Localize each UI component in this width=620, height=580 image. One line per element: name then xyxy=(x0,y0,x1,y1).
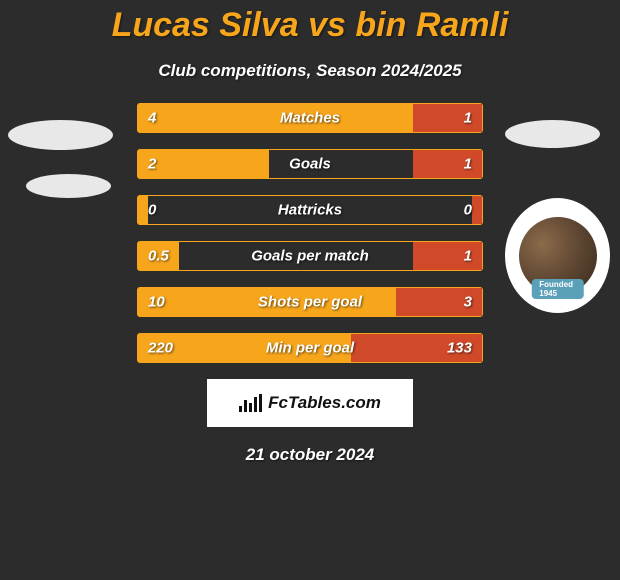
stat-value-right: 3 xyxy=(464,294,472,311)
stat-label: Goals xyxy=(289,156,331,173)
bar-chart-icon xyxy=(239,394,262,412)
stat-bar-left xyxy=(138,196,148,224)
stat-value-left: 0.5 xyxy=(148,248,169,265)
date-label: 21 october 2024 xyxy=(0,445,620,465)
attribution-text: FcTables.com xyxy=(268,393,381,413)
stat-value-right: 1 xyxy=(464,156,472,173)
crest-founded-label: Founded xyxy=(539,280,573,289)
subtitle: Club competitions, Season 2024/2025 xyxy=(0,61,620,81)
attribution-badge: FcTables.com xyxy=(207,379,413,427)
stat-row: 10 3 Shots per goal xyxy=(137,287,483,317)
stat-bars-container: 4 1 Matches 2 1 Goals 0 0 Hattricks 0.5 1 Goals per… xyxy=(137,103,483,363)
stat-label: Min per goal xyxy=(266,340,354,357)
stat-bar-right xyxy=(472,196,482,224)
stat-value-right: 133 xyxy=(447,340,472,357)
stat-row: 220 133 Min per goal xyxy=(137,333,483,363)
stat-value-left: 10 xyxy=(148,294,165,311)
stat-value-left: 2 xyxy=(148,156,156,173)
stat-label: Matches xyxy=(280,110,340,127)
player-badge-left xyxy=(8,120,113,198)
stat-label: Hattricks xyxy=(278,202,342,219)
crest-year: 1945 xyxy=(539,289,557,298)
stat-label: Goals per match xyxy=(251,248,369,265)
badge-placeholder-shape xyxy=(8,120,113,150)
stat-value-right: 0 xyxy=(464,202,472,219)
stat-row: 4 1 Matches xyxy=(137,103,483,133)
stat-label: Shots per goal xyxy=(258,294,362,311)
stat-value-left: 0 xyxy=(148,202,156,219)
crest-year-band: Founded 1945 xyxy=(531,279,584,299)
page-title: Lucas Silva vs bin Ramli xyxy=(0,0,620,45)
stat-row: 0 0 Hattricks xyxy=(137,195,483,225)
badge-placeholder-shape xyxy=(26,174,111,198)
badge-placeholder-shape xyxy=(505,120,600,148)
club-crest: Founded 1945 xyxy=(505,198,610,313)
stat-bar-left xyxy=(138,150,269,178)
player-badge-right: Founded 1945 xyxy=(505,120,610,313)
stat-row: 2 1 Goals xyxy=(137,149,483,179)
stat-value-left: 220 xyxy=(148,340,173,357)
stat-value-left: 4 xyxy=(148,110,156,127)
stat-bar-left xyxy=(138,104,413,132)
stat-value-right: 1 xyxy=(464,248,472,265)
stat-value-right: 1 xyxy=(464,110,472,127)
stat-row: 0.5 1 Goals per match xyxy=(137,241,483,271)
